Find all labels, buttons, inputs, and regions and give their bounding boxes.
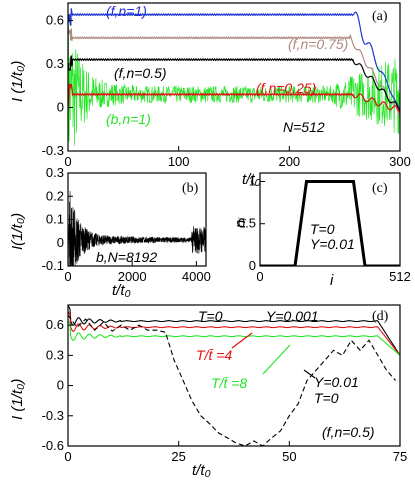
annotation-d-t0: T=0 <box>198 308 223 324</box>
panel-c-xlabel: i <box>330 272 334 289</box>
panel-a-xlabel: t/t₀ <box>242 171 261 188</box>
x-tick-label: 300 <box>389 154 411 169</box>
x-tick-label: 512 <box>389 269 411 284</box>
arrow-y001 <box>303 369 316 379</box>
x-tick-label: 50 <box>282 449 296 464</box>
y-tick-label: 0.1 <box>46 212 64 227</box>
panel-b-ylabel: I(1/t₀) <box>9 213 26 250</box>
series-t8 <box>68 320 400 356</box>
y-tick-label: 0 <box>57 235 64 250</box>
panel-a: 0 100 200 300-0.300.30.6 (a) I (1/t₀) t/t₀ … <box>9 2 411 188</box>
series-f-n05 <box>68 55 400 113</box>
x-tick-label: 75 <box>393 449 407 464</box>
panel-a-frame <box>67 2 401 152</box>
annotation-f-n075: (f,n=0.75) <box>288 36 348 52</box>
annotation-f-n025: (f,n=0.25) <box>256 80 316 96</box>
annotation-d-t4: T/t̄ =4 <box>196 347 232 363</box>
panel-d: 0 25 50 75 -0.6 -0.3 0 0.3 0.6 (d) I (1/t₀) t/t₀… <box>9 304 407 479</box>
y-tick-label: 0 <box>57 99 64 114</box>
arrow-t8 <box>262 344 291 375</box>
x-tick-label: 25 <box>171 449 185 464</box>
series-t0-y001-dashed <box>68 314 397 446</box>
annotation-d-f-n05: (f,n=0.5) <box>322 424 375 440</box>
series-f-n025 <box>68 83 400 114</box>
panel-d-ylabel: I (1/t₀) <box>9 379 26 420</box>
panel-d-letter: (d) <box>372 309 389 324</box>
x-tick-label: 0 <box>64 269 71 284</box>
y-tick-label: -0.6 <box>42 438 64 453</box>
series-t0-y0001 <box>68 305 400 356</box>
y-tick-label: 0.2 <box>46 188 64 203</box>
x-tick-label: 0 <box>64 449 71 464</box>
annotation-c-t0: T=0 <box>310 221 335 237</box>
annotation-d-y001: Y=0.01 <box>314 374 359 390</box>
series-t4 <box>68 311 400 356</box>
y-tick-label: 0 <box>57 378 64 393</box>
y-tick-label: 1 <box>249 173 256 188</box>
series-density-profile <box>260 180 400 266</box>
series-b-n8192 <box>68 191 206 266</box>
annotation-d-t8: T/t̄ =8 <box>211 375 247 391</box>
annotation-c-y001: Y=0.01 <box>310 236 355 252</box>
series-f-n1 <box>68 8 400 111</box>
y-tick-label: 0 <box>249 258 256 273</box>
y-tick-label: 0.6 <box>46 12 64 27</box>
y-tick-label: -0.3 <box>42 143 64 158</box>
annotation-f-n1: (f,n=1) <box>106 3 147 19</box>
x-tick-label: 0 <box>64 154 71 169</box>
panel-b-xlabel: t/t₀ <box>112 282 131 299</box>
annotation-b-n8192: b,N=8192 <box>96 249 157 265</box>
annotation-b-n1: (b,n=1) <box>106 111 151 127</box>
y-tick-label: 0.3 <box>46 347 64 362</box>
annotation-d-t0-b: T=0 <box>314 390 339 406</box>
panel-d-frame <box>67 304 401 447</box>
panel-c: 0 512 0 0.5 1 (c) nᵢ i T=0 Y=0.01 <box>232 172 411 289</box>
annotation-f-n05: (f,n=0.5) <box>114 65 167 81</box>
panel-c-ylabel: nᵢ <box>232 217 249 228</box>
y-tick-label: -0.1 <box>42 258 64 273</box>
x-tick-label: 2000 <box>118 269 147 284</box>
annotation-n512: N=512 <box>283 119 325 135</box>
arrow-t4 <box>231 332 253 349</box>
x-tick-label: 0 <box>256 269 263 284</box>
y-tick-label: 0.3 <box>46 56 64 71</box>
panel-a-letter: (a) <box>372 9 388 24</box>
x-tick-label: 4000 <box>182 269 211 284</box>
x-tick-label: 100 <box>168 154 190 169</box>
panel-c-letter: (c) <box>372 181 388 196</box>
panel-b: 0 2000 4000-0.100.10.20.3 (b) I(1/t₀) t/t₀… <box>9 165 211 299</box>
panel-b-letter: (b) <box>182 181 199 196</box>
panel-a-ylabel: I (1/t₀) <box>9 61 26 102</box>
series-f-n075 <box>68 27 400 119</box>
y-tick-label: 0.3 <box>46 165 64 180</box>
x-tick-label: 200 <box>278 154 300 169</box>
y-tick-label: -0.3 <box>42 408 64 423</box>
y-tick-label: 0.6 <box>46 317 64 332</box>
panel-c-frame <box>259 172 401 267</box>
annotation-d-y0001: Y=0.001 <box>266 308 319 324</box>
panel-d-xlabel: t/t₀ <box>192 462 211 479</box>
series-b-n1 <box>68 21 400 151</box>
y-tick-label: 0.5 <box>238 216 256 231</box>
